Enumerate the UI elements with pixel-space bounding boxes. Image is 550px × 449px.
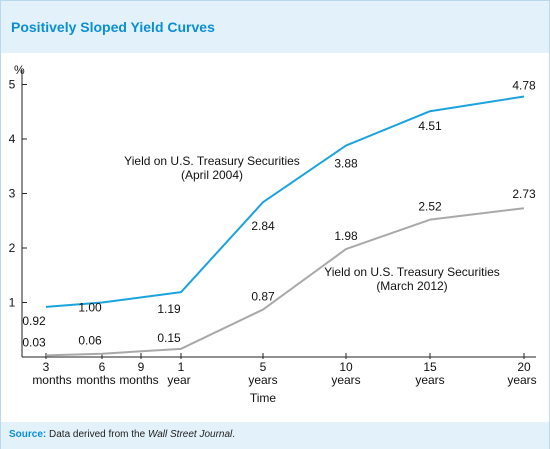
x-axis-label: Time <box>250 391 277 405</box>
data-label-april-2004-2: 1.19 <box>157 302 181 316</box>
data-label-april-2004-3: 2.84 <box>251 219 275 233</box>
series-label-march-2012-1: (March 2012) <box>376 279 447 293</box>
data-label-march-2012-1: 0.06 <box>78 334 102 348</box>
x-tick-unit-2: months <box>119 373 158 387</box>
data-label-april-2004-6: 4.78 <box>512 78 536 92</box>
source-label: Source: <box>9 429 47 440</box>
y-tick-label-2: 2 <box>9 241 16 255</box>
data-label-march-2012-6: 2.73 <box>512 187 536 201</box>
x-tick-unit-5: years <box>331 373 360 387</box>
series-line-april-2004 <box>45 95 525 308</box>
source-footer: Source: Data derived from the Wall Stree… <box>1 422 549 449</box>
data-label-march-2012-0: 0.03 <box>22 335 46 349</box>
data-label-march-2012-3: 0.87 <box>251 290 275 304</box>
x-tick-number-6: 15 <box>423 360 437 374</box>
series-label-march-2012-0: Yield on U.S. Treasury Securities <box>324 265 500 279</box>
data-label-march-2012-4: 1.98 <box>334 229 358 243</box>
x-tick-number-5: 10 <box>339 360 353 374</box>
source-text-italic: Wall Street Journal <box>147 429 233 440</box>
data-label-march-2012-2: 0.15 <box>157 331 181 345</box>
source-note: Source: Data derived from the Wall Stree… <box>9 429 235 440</box>
data-label-april-2004-0: 0.92 <box>22 314 46 328</box>
series-label-april-2004-0: Yield on U.S. Treasury Securities <box>124 154 300 168</box>
y-tick-label-4: 4 <box>9 132 16 146</box>
x-tick-unit-3: year <box>167 373 190 387</box>
x-tick-number-7: 20 <box>517 360 531 374</box>
x-tick-unit-4: years <box>248 373 277 387</box>
data-label-april-2004-4: 3.88 <box>334 157 358 171</box>
series-label-april-2004-1: (April 2004) <box>181 168 243 182</box>
data-label-april-2004-5: 4.51 <box>418 119 442 133</box>
x-tick-unit-6: years <box>415 373 444 387</box>
source-text-prefix: Data derived from the <box>49 429 148 440</box>
title-bar: Positively Sloped Yield Curves <box>1 1 549 53</box>
x-tick-number-4: 5 <box>260 360 267 374</box>
x-tick-unit-0: months <box>32 373 71 387</box>
data-label-march-2012-5: 2.52 <box>418 200 442 214</box>
chart-title: Positively Sloped Yield Curves <box>11 19 215 35</box>
x-tick-number-0: 3 <box>43 360 50 374</box>
data-label-april-2004-1: 1.00 <box>78 301 102 315</box>
x-tick-number-2: 9 <box>138 360 145 374</box>
x-tick-number-1: 6 <box>99 360 106 374</box>
y-tick-label-3: 3 <box>9 187 16 201</box>
source-text-suffix: . <box>232 429 236 440</box>
y-axis-label: % <box>14 63 25 77</box>
x-tick-unit-7: years <box>507 373 536 387</box>
x-tick-number-3: 1 <box>178 360 185 374</box>
x-tick-unit-1: months <box>76 373 115 387</box>
series-line-march-2012 <box>45 207 525 357</box>
y-tick-label-5: 5 <box>9 78 16 92</box>
y-tick-label-1: 1 <box>9 296 16 310</box>
